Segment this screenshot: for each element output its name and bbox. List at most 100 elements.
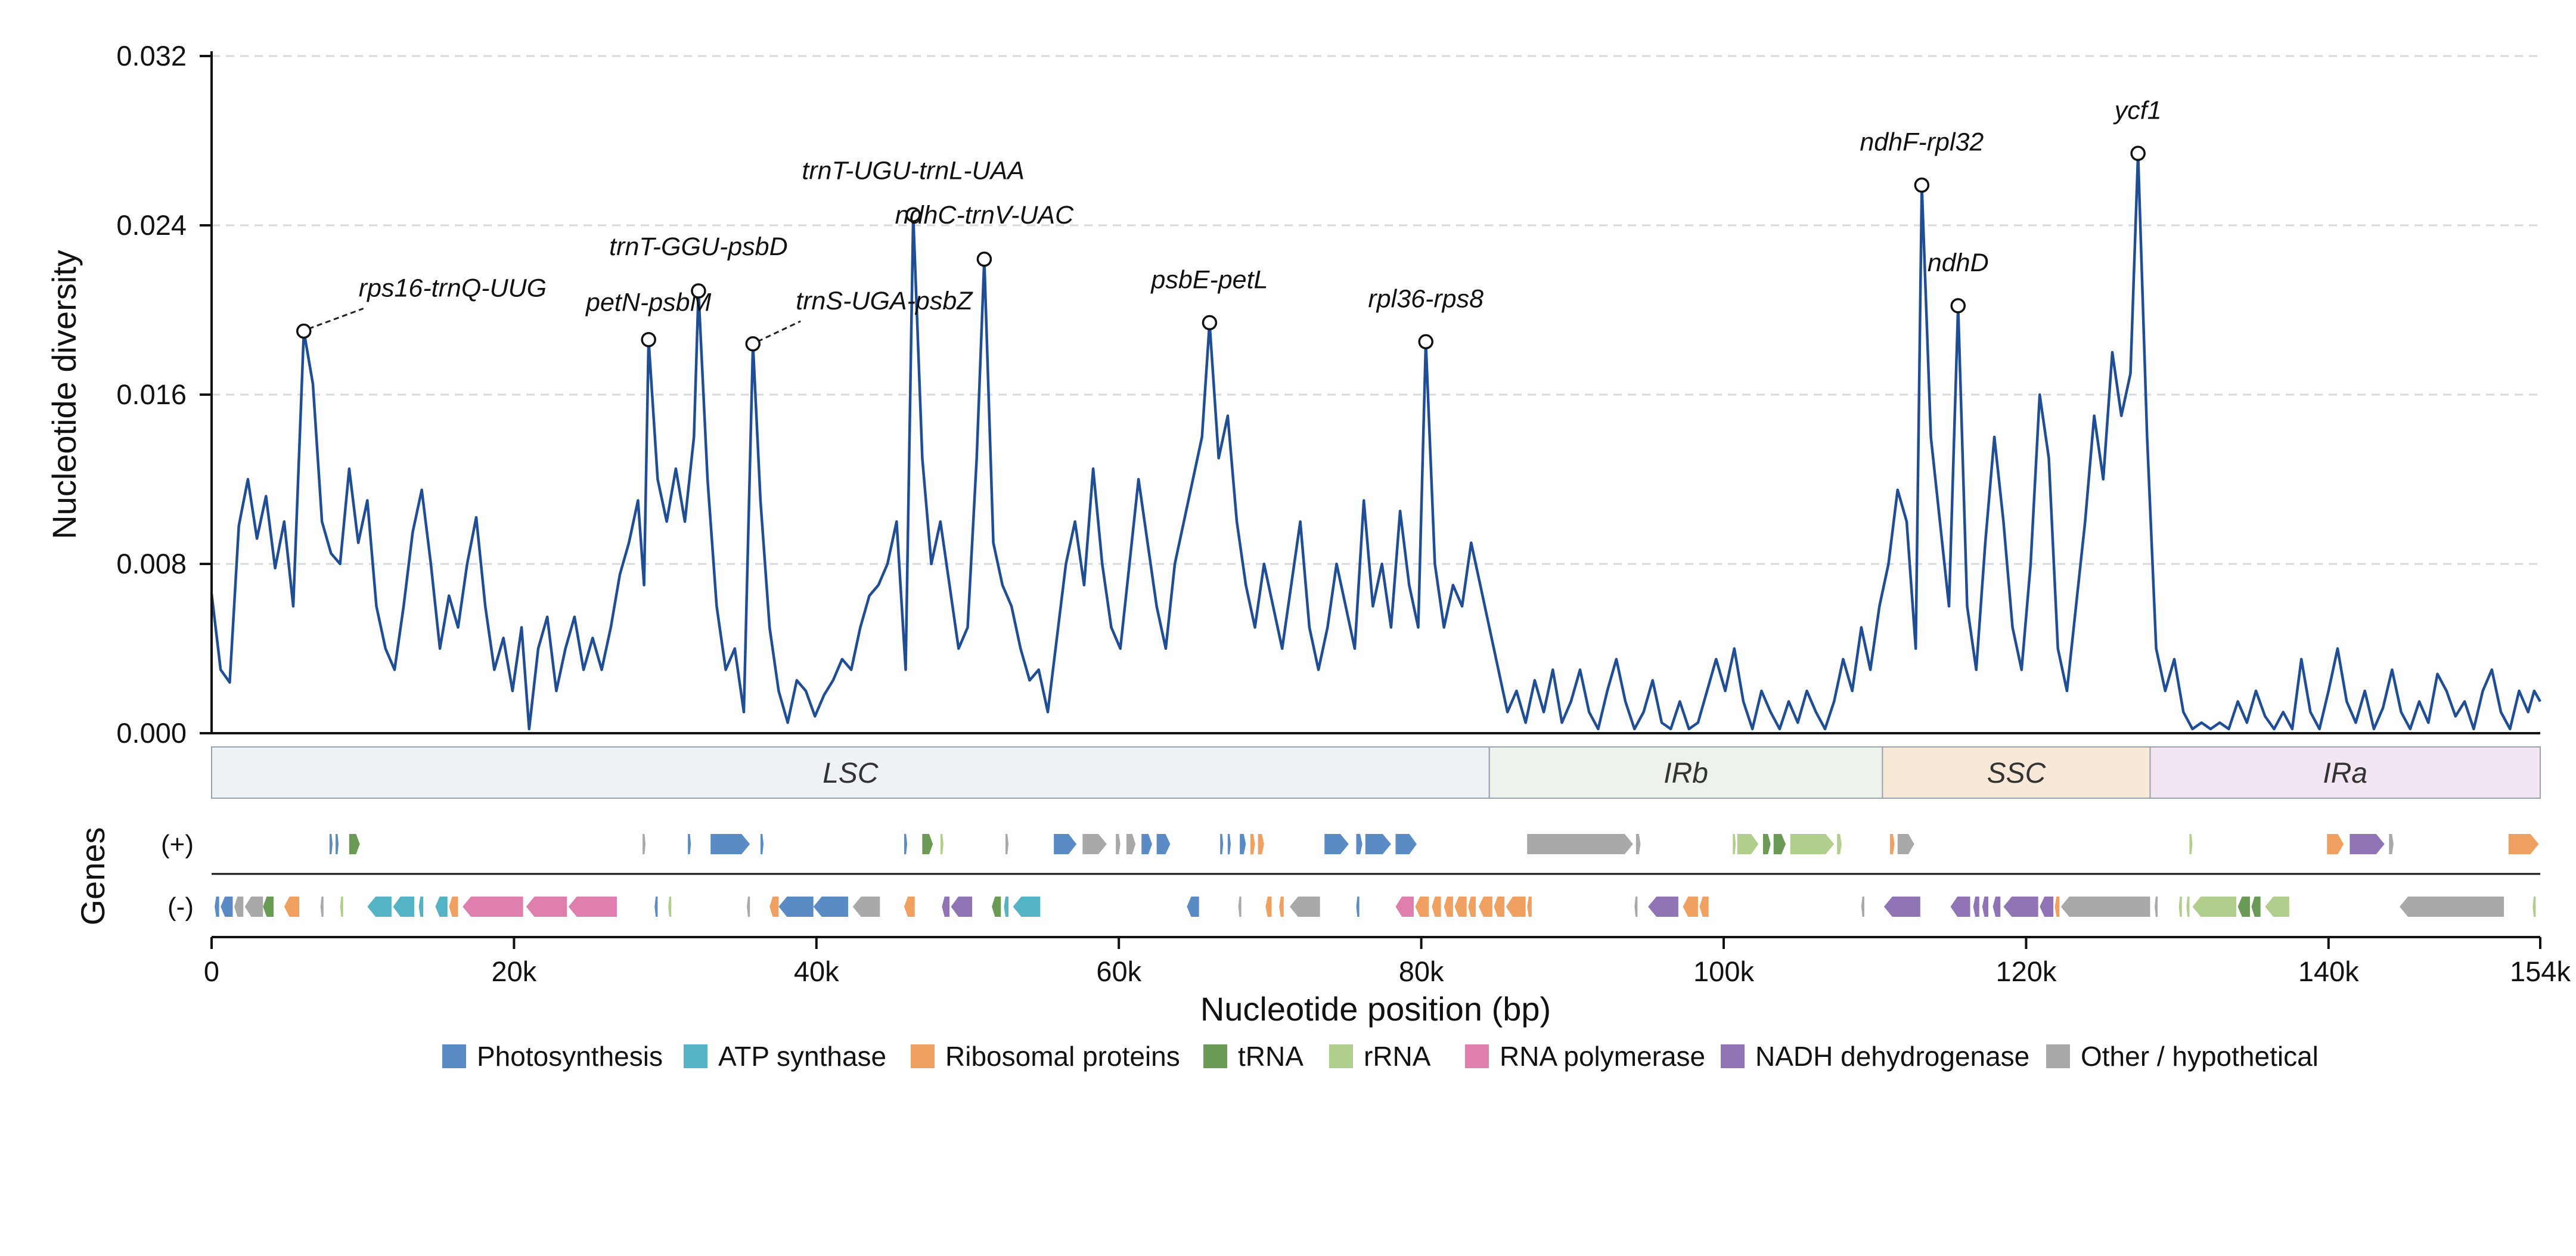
- gene-block: [1187, 897, 1199, 917]
- gene-block: [449, 897, 458, 917]
- region-lsc: [211, 746, 1490, 799]
- gene-block: [1790, 834, 1835, 854]
- gene-block: [320, 897, 324, 917]
- peak-label: rpl36-rps8: [1368, 284, 1483, 313]
- peak-label: trnT-UGU-trnL-UAA: [802, 156, 1025, 185]
- series-layer: [210, 152, 2541, 731]
- peak-marker: [905, 207, 921, 222]
- gene-block: [2155, 897, 2158, 917]
- peak-annotations: rps16-trnQ-UUG petN-psbM trnT-GGU-psbD trnS…: [296, 96, 2162, 352]
- gene-block: [1238, 897, 1242, 917]
- gene-block: [329, 834, 333, 854]
- x-axis-title: Nucleotide position (bp): [1200, 990, 1551, 1028]
- grid-lines: [212, 55, 2540, 565]
- peak-label: ndhC-trnV-UAC: [895, 201, 1074, 230]
- gene-block: [747, 897, 750, 917]
- peak-label: trnS-UGA-psbZ: [796, 287, 973, 315]
- gene-block: [2003, 897, 2038, 917]
- legend-swatch-photo: [442, 1044, 466, 1068]
- region-label: IRb: [1663, 758, 1708, 789]
- x-tick-label: 20k: [492, 956, 537, 987]
- region-ira: [2149, 746, 2541, 799]
- gene-block: [221, 897, 233, 917]
- gene-block: [2237, 897, 2250, 917]
- gene-block: [1837, 834, 1842, 854]
- gene-block: [1324, 834, 1349, 854]
- peak-marker: [2130, 145, 2146, 162]
- peak-label: ndhD: [1928, 249, 1989, 277]
- region-label: LSC: [823, 758, 879, 789]
- gene-block: [1737, 834, 1759, 854]
- legend-swatch-atp: [684, 1044, 707, 1068]
- gene-block: [1950, 897, 1970, 917]
- peak-marker: [1418, 334, 1433, 349]
- gene-block: [813, 897, 849, 917]
- gene-block: [1444, 897, 1453, 917]
- gene-block: [643, 834, 646, 854]
- peak-label: rps16-trnQ-UUG: [359, 274, 547, 303]
- gene-block: [234, 897, 244, 917]
- gene-block: [1973, 897, 1979, 917]
- gene-block: [1883, 897, 1920, 917]
- gene-block: [922, 834, 933, 854]
- gene-block: [2060, 897, 2150, 917]
- strand-minus-label: (-): [167, 892, 194, 922]
- gene-block: [1454, 897, 1467, 917]
- gene-block: [1250, 834, 1255, 854]
- x-tick-label: 154k: [2510, 956, 2571, 987]
- gene-block: [1494, 897, 1505, 917]
- gene-block: [1141, 834, 1153, 854]
- gene-block: [336, 834, 339, 854]
- gene-block: [1279, 897, 1284, 917]
- gene-block: [2508, 834, 2539, 854]
- region-bar: LSC IRb SSC IRa: [211, 746, 2541, 799]
- gene-block: [1432, 897, 1441, 917]
- gene-block: [435, 897, 448, 917]
- gene-block: [463, 897, 523, 917]
- gene-block: [904, 834, 908, 854]
- gene-block: [1468, 897, 1476, 917]
- gene-block: [1527, 897, 1532, 917]
- peak-marker: [641, 331, 656, 348]
- gene-block: [349, 834, 360, 854]
- gene-block: [992, 897, 1001, 917]
- gene-block: [1992, 897, 2001, 917]
- x-tick-label: 60k: [1096, 956, 1141, 987]
- gene-block: [1699, 897, 1709, 917]
- diversity-line: [210, 152, 2541, 731]
- gene-tracks: (+) (-): [161, 830, 2540, 922]
- gene-block: [2532, 897, 2536, 917]
- gene-block: [2186, 897, 2190, 917]
- y-tick-label: 0.024: [116, 209, 187, 241]
- gene-block: [568, 897, 617, 917]
- legend-label-rnapol: RNA polymerase: [1500, 1041, 1705, 1072]
- gene-block: [1395, 897, 1414, 917]
- y-tick-label: 0.016: [116, 379, 187, 410]
- gene-block: [1156, 834, 1171, 854]
- legend-swatch-rnapol: [1465, 1044, 1489, 1068]
- region-irb: [1488, 746, 1883, 799]
- gene-block: [2265, 897, 2289, 917]
- peak-leader-line: [757, 320, 801, 343]
- legend-swatch-trna: [1203, 1044, 1227, 1068]
- gene-block: [1227, 834, 1231, 854]
- peak-marker: [745, 336, 761, 352]
- legend-label-nadh: NADH dehydrogenase: [1755, 1041, 2029, 1072]
- gene-block: [2327, 834, 2344, 854]
- legend-label-atp: ATP synthase: [718, 1041, 886, 1072]
- gene-block: [760, 834, 764, 854]
- gene-block: [215, 897, 219, 917]
- gene-block: [1861, 897, 1864, 917]
- gene-block: [244, 897, 263, 917]
- gene-block: [367, 897, 392, 917]
- gene-block: [710, 834, 750, 854]
- region-label: IRa: [2323, 758, 2367, 789]
- gene-block: [1773, 834, 1786, 854]
- gene-block: [1240, 834, 1246, 854]
- peak-label: psbE-petL: [1150, 265, 1268, 294]
- peak-label: petN-psbM: [585, 289, 711, 317]
- gene-block: [1258, 834, 1264, 854]
- gene-block: [1479, 897, 1492, 917]
